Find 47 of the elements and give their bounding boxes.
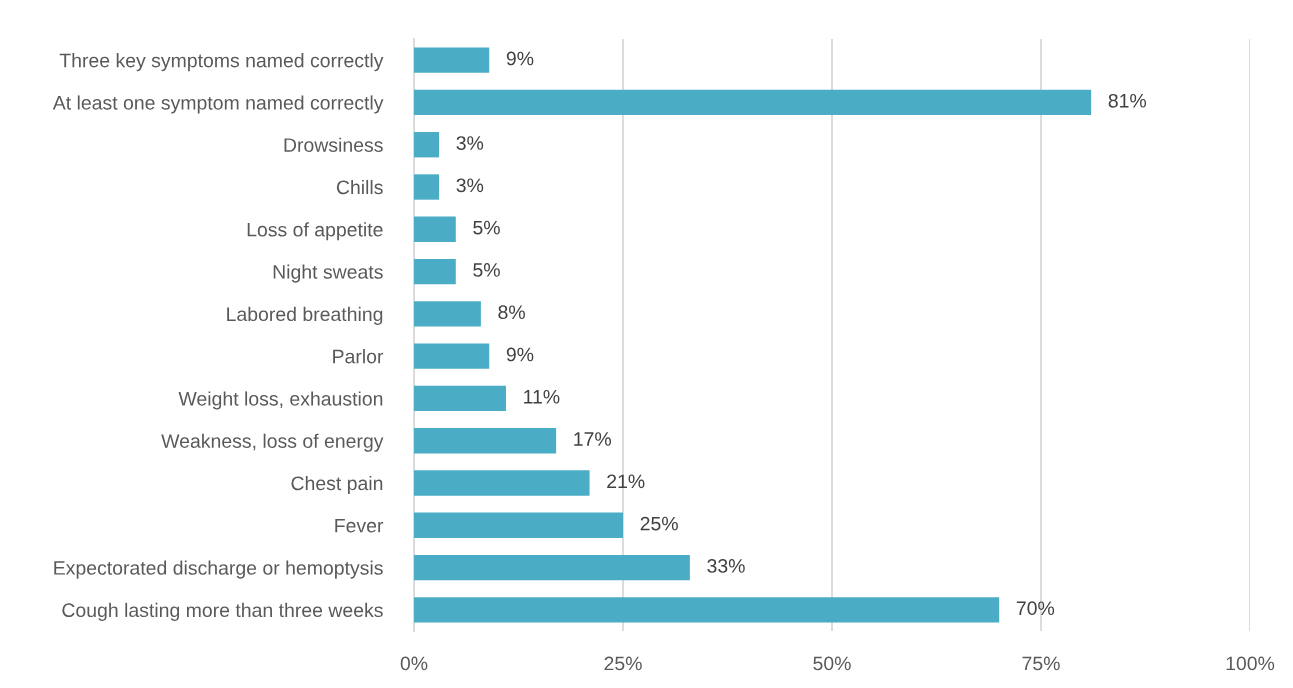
y-tick-label: Labored breathing xyxy=(227,306,383,325)
data-label: 17% xyxy=(574,432,612,446)
y-tick-label: Weight loss, exhaustion xyxy=(178,391,383,410)
y-tick-label: Chills xyxy=(336,179,383,195)
y-tick-label: Weakness, loss of energy xyxy=(161,433,384,452)
data-label: 3% xyxy=(456,178,484,193)
bar xyxy=(414,428,557,454)
data-label: 5% xyxy=(473,220,500,235)
data-label: 21% xyxy=(607,474,645,489)
y-tick-label: Drowsiness xyxy=(284,137,383,152)
data-label: 70% xyxy=(1016,601,1055,616)
x-tick-label: 0% xyxy=(400,656,428,671)
bar xyxy=(414,385,506,412)
x-tick-label: 50% xyxy=(813,656,851,671)
bar xyxy=(414,174,440,200)
y-tick-label: Three key symptoms named correctly xyxy=(59,53,384,72)
y-tick-label: At least one symptom named correctly xyxy=(52,95,384,114)
data-label: 9% xyxy=(506,51,534,66)
y-tick-label: Expectorated discharge or hemoptysis xyxy=(54,560,383,579)
bar xyxy=(414,597,1000,623)
y-tick-label: Fever xyxy=(335,518,384,533)
bar xyxy=(414,512,623,538)
bar xyxy=(414,470,590,496)
bar xyxy=(414,216,456,242)
data-label: 81% xyxy=(1108,93,1147,108)
data-label: 25% xyxy=(640,516,678,531)
y-tick-label: Parlor xyxy=(333,349,384,364)
bar xyxy=(414,301,481,327)
data-label: 5% xyxy=(473,263,500,277)
data-label: 3% xyxy=(456,136,484,150)
bar xyxy=(414,554,690,581)
data-label: 11% xyxy=(524,389,560,404)
y-tick-label: Loss of appetite xyxy=(247,222,383,241)
x-tick-label: 25% xyxy=(604,656,642,671)
data-label: 9% xyxy=(506,347,534,362)
bar xyxy=(414,343,490,369)
bar xyxy=(414,47,490,73)
y-tick-label: Chest pain xyxy=(291,475,383,495)
x-tick-label: 75% xyxy=(1022,656,1060,671)
bar xyxy=(414,89,1092,116)
x-tick-label: 100% xyxy=(1226,656,1275,671)
data-label: 33% xyxy=(707,559,745,573)
bar xyxy=(414,258,456,285)
y-tick-label: Cough lasting more than three weeks xyxy=(62,602,383,621)
y-tick-label: Night sweats xyxy=(273,264,383,283)
data-label: 8% xyxy=(498,305,525,320)
bar xyxy=(414,132,440,158)
